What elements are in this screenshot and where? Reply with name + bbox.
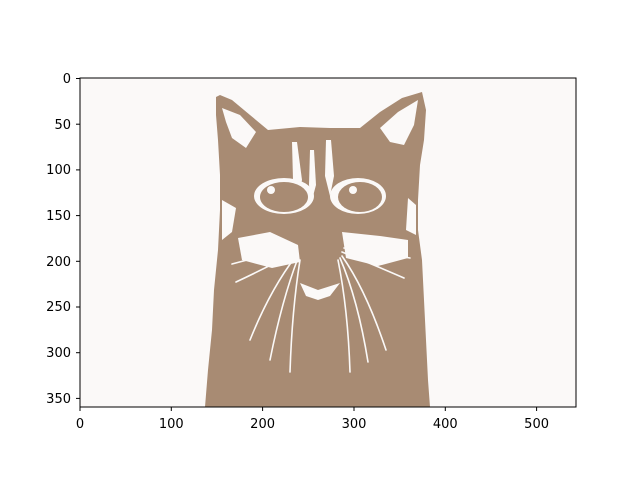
- cat-silhouette: [205, 92, 430, 407]
- x-tick-labels: 0 100 200 300 400 500: [76, 417, 549, 432]
- ear-right-inner: [380, 100, 418, 145]
- cheek-texture-right: [406, 198, 416, 235]
- plot-frame: [79, 77, 577, 408]
- forehead-stripe-2: [325, 140, 334, 196]
- right-eye-glint: [349, 186, 357, 194]
- forehead-stripe-3: [309, 150, 316, 200]
- cheek-texture-left: [222, 200, 236, 240]
- whisker: [343, 247, 411, 259]
- y-tick-label: 150: [46, 209, 71, 224]
- muzzle-right: [342, 232, 408, 266]
- whisker: [341, 251, 405, 279]
- x-tick-label: 200: [250, 417, 275, 432]
- cat-body: [205, 92, 430, 407]
- y-axis: [76, 78, 80, 399]
- y-tick-label: 250: [46, 300, 71, 315]
- whisker: [235, 251, 297, 283]
- whisker: [231, 247, 295, 265]
- ear-left-inner: [222, 108, 256, 148]
- chin-highlight: [300, 283, 340, 300]
- x-tick-label: 500: [524, 417, 549, 432]
- eye-highlights: [267, 186, 357, 194]
- right-eye: [338, 182, 382, 212]
- nose: [306, 222, 330, 236]
- y-tick-label: 50: [54, 118, 71, 133]
- whisker: [337, 259, 351, 373]
- y-tick-label: 100: [46, 163, 71, 178]
- y-tick-label: 350: [46, 392, 71, 407]
- whiskers: [231, 247, 411, 373]
- x-tick-label: 0: [76, 417, 84, 432]
- x-tick-label: 100: [159, 417, 184, 432]
- left-eye-glint: [267, 186, 275, 194]
- y-tick-label: 0: [63, 72, 71, 87]
- x-axis: [79, 407, 538, 411]
- whisker: [289, 259, 301, 373]
- whisker: [341, 255, 387, 351]
- whisker: [249, 255, 297, 341]
- whisker: [339, 257, 369, 363]
- y-tick-labels: 0 50 100 150 200 250 300 350: [46, 72, 71, 407]
- y-tick-label: 200: [46, 255, 71, 270]
- x-tick-label: 400: [433, 417, 458, 432]
- whisker: [269, 257, 299, 361]
- y-tick-label: 300: [46, 346, 71, 361]
- left-eye: [260, 182, 308, 212]
- x-tick-label: 300: [342, 417, 367, 432]
